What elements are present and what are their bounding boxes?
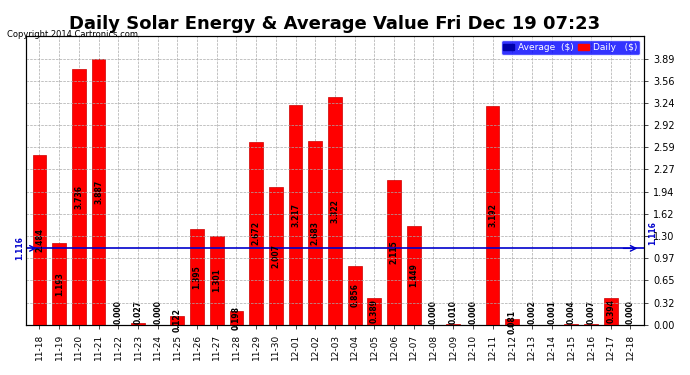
Bar bbox=[505, 319, 519, 325]
Text: 2.007: 2.007 bbox=[271, 244, 280, 268]
Bar bbox=[131, 323, 145, 325]
Bar bbox=[32, 155, 46, 325]
Text: 0.198: 0.198 bbox=[232, 306, 241, 330]
Text: 0.002: 0.002 bbox=[527, 300, 536, 324]
Bar bbox=[92, 59, 106, 325]
Bar bbox=[368, 298, 382, 325]
Text: 1.116: 1.116 bbox=[14, 236, 23, 260]
Text: 0.007: 0.007 bbox=[586, 300, 595, 324]
Text: 1.301: 1.301 bbox=[213, 268, 221, 292]
Text: 2.115: 2.115 bbox=[390, 240, 399, 264]
Text: 3.887: 3.887 bbox=[94, 180, 103, 204]
Bar bbox=[387, 180, 401, 325]
Text: 0.081: 0.081 bbox=[508, 310, 517, 334]
Text: 0.000: 0.000 bbox=[626, 300, 635, 324]
Text: 0.000: 0.000 bbox=[153, 300, 162, 324]
Text: 0.122: 0.122 bbox=[173, 309, 182, 333]
Text: 3.192: 3.192 bbox=[488, 204, 497, 228]
Text: 1.116: 1.116 bbox=[648, 221, 657, 245]
Bar bbox=[407, 226, 421, 325]
Bar bbox=[249, 142, 263, 325]
Bar bbox=[584, 324, 598, 325]
Text: 0.394: 0.394 bbox=[607, 299, 615, 323]
Text: 0.000: 0.000 bbox=[429, 300, 438, 324]
Bar bbox=[230, 311, 244, 325]
Text: 0.389: 0.389 bbox=[370, 299, 379, 323]
Bar bbox=[210, 236, 224, 325]
Text: 0.027: 0.027 bbox=[133, 300, 142, 324]
Bar bbox=[308, 141, 322, 325]
Text: 0.010: 0.010 bbox=[448, 300, 457, 324]
Bar bbox=[328, 98, 342, 325]
Bar bbox=[72, 69, 86, 325]
Text: 0.004: 0.004 bbox=[567, 300, 576, 324]
Text: 3.217: 3.217 bbox=[291, 202, 300, 226]
Text: 2.672: 2.672 bbox=[252, 221, 261, 245]
Text: 0.000: 0.000 bbox=[469, 300, 477, 324]
Title: Daily Solar Energy & Average Value Fri Dec 19 07:23: Daily Solar Energy & Average Value Fri D… bbox=[70, 15, 600, 33]
Text: 2.683: 2.683 bbox=[310, 221, 319, 245]
Text: 2.484: 2.484 bbox=[35, 228, 44, 252]
Bar bbox=[604, 298, 618, 325]
Text: 0.856: 0.856 bbox=[350, 284, 359, 308]
Bar bbox=[446, 324, 460, 325]
Text: 3.322: 3.322 bbox=[331, 199, 339, 223]
Bar bbox=[170, 316, 184, 325]
Bar bbox=[486, 106, 500, 325]
Text: Copyright 2014 Cartronics.com: Copyright 2014 Cartronics.com bbox=[7, 30, 138, 39]
Text: 0.001: 0.001 bbox=[547, 300, 556, 324]
Bar bbox=[288, 105, 302, 325]
Text: 3.736: 3.736 bbox=[75, 185, 83, 209]
Bar bbox=[348, 266, 362, 325]
Text: 0.000: 0.000 bbox=[114, 300, 123, 324]
Text: 1.395: 1.395 bbox=[193, 265, 201, 289]
Legend: Average  ($), Daily   ($): Average ($), Daily ($) bbox=[501, 40, 640, 55]
Bar bbox=[52, 243, 66, 325]
Text: 1.193: 1.193 bbox=[55, 272, 63, 296]
Bar bbox=[269, 188, 283, 325]
Bar bbox=[190, 229, 204, 325]
Text: 1.449: 1.449 bbox=[409, 263, 418, 287]
